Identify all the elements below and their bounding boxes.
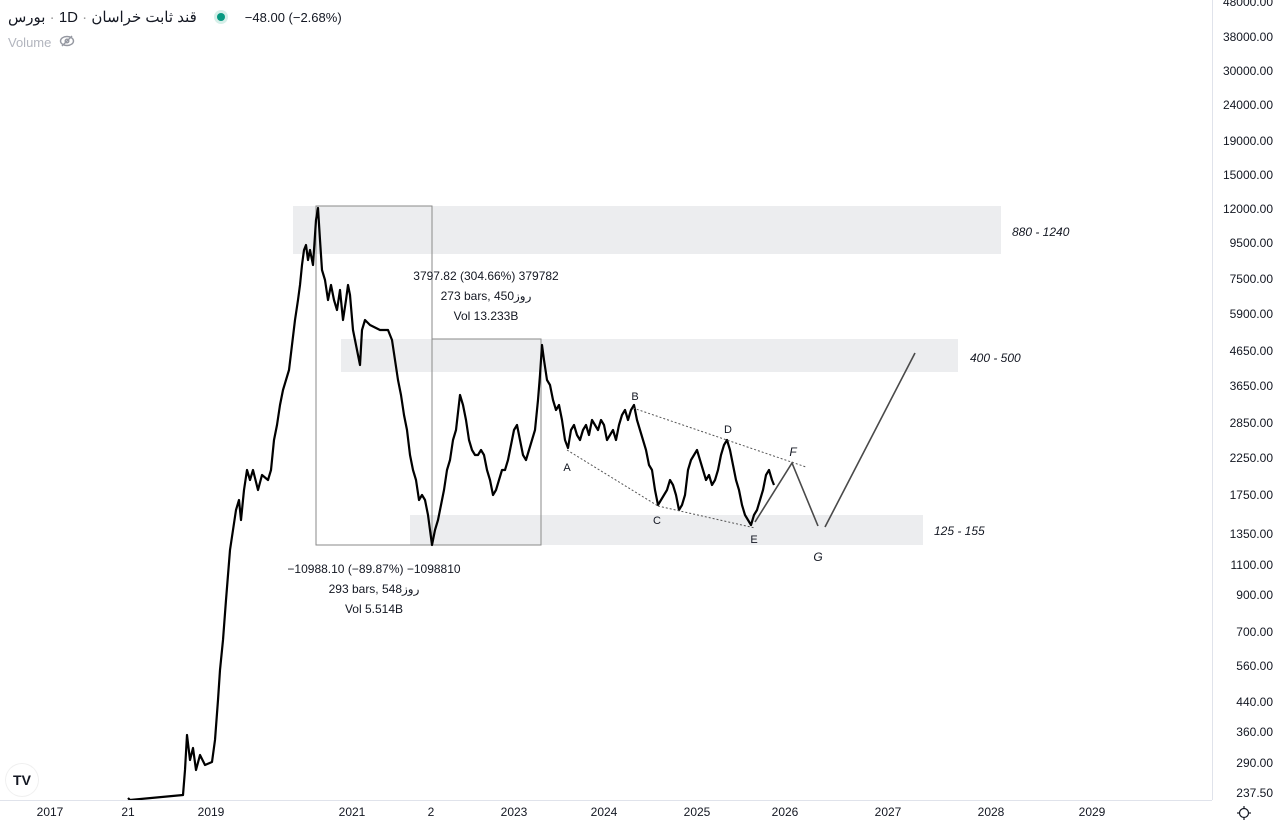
zone-label-880-1240: 880 - 1240 bbox=[1012, 225, 1070, 239]
wave-label-f: F bbox=[789, 445, 797, 459]
time-tick: 2026 bbox=[771, 805, 799, 819]
time-tick: 2019 bbox=[197, 805, 225, 819]
price-tick: 48000.00 bbox=[1222, 0, 1273, 9]
time-tick: 2027 bbox=[874, 805, 902, 819]
lower-trendline-ac[interactable] bbox=[566, 449, 659, 507]
time-tick: 2028 bbox=[977, 805, 1005, 819]
wave-label-a: A bbox=[563, 462, 571, 474]
measure-down-box[interactable] bbox=[315, 205, 433, 546]
time-tick: 2017 bbox=[36, 805, 64, 819]
price-tick: 1350.00 bbox=[1229, 527, 1273, 541]
wave-label-e: E bbox=[750, 534, 757, 546]
svg-text:−10988.10 (−89.87%) −1098810: −10988.10 (−89.87%) −1098810 bbox=[287, 562, 460, 576]
chart-legend: قند ثابت خراسان · 1D · بورس −48.00 (−2.6… bbox=[8, 8, 342, 26]
zone-125-155[interactable] bbox=[410, 515, 923, 545]
price-axis[interactable]: 48000.00 38000.00 30000.00 24000.00 1900… bbox=[1212, 0, 1280, 800]
symbol-name: قند ثابت خراسان bbox=[91, 9, 197, 26]
wave-label-c: C bbox=[653, 515, 661, 527]
tradingview-logo[interactable]: TV bbox=[6, 764, 38, 796]
price-change: −48.00 (−2.68%) bbox=[244, 9, 342, 25]
time-tick: 2025 bbox=[683, 805, 711, 819]
measure-down-label: −10988.10 (−89.87%) −1098810 293 bars, 5… bbox=[287, 562, 460, 616]
price-tick: 5900.00 bbox=[1229, 307, 1273, 321]
price-chart-svg: 3797.82 (304.66%) 379782 273 bars, 450رو… bbox=[127, 205, 1070, 802]
gear-icon[interactable] bbox=[1236, 805, 1252, 825]
projection-path[interactable] bbox=[754, 461, 819, 527]
price-tick: 700.00 bbox=[1236, 625, 1273, 639]
lower-trendline-ce[interactable] bbox=[657, 505, 756, 529]
time-tick: 21 bbox=[121, 805, 135, 819]
projection-target-path[interactable] bbox=[824, 352, 916, 528]
svg-text:Vol 13.233B: Vol 13.233B bbox=[454, 309, 519, 323]
svg-text:Vol 5.514B: Vol 5.514B bbox=[345, 602, 403, 616]
price-tick: 3650.00 bbox=[1229, 379, 1273, 393]
upper-trendline[interactable] bbox=[632, 407, 807, 468]
zone-label-125-155: 125 - 155 bbox=[934, 524, 985, 538]
price-tick: 560.00 bbox=[1236, 659, 1273, 673]
svg-text:273 bars, 450روز: 273 bars, 450روز bbox=[441, 289, 532, 303]
measure-up-label: 3797.82 (304.66%) 379782 273 bars, 450رو… bbox=[413, 269, 559, 323]
time-tick: 2 bbox=[427, 805, 435, 819]
price-tick: 1750.00 bbox=[1229, 488, 1273, 502]
exchange-label: بورس bbox=[8, 9, 46, 26]
price-tick: 900.00 bbox=[1236, 588, 1273, 602]
volume-label: Volume bbox=[8, 35, 52, 50]
svg-text:3797.82 (304.66%) 379782: 3797.82 (304.66%) 379782 bbox=[413, 269, 559, 283]
time-tick: 2029 bbox=[1078, 805, 1106, 819]
price-tick: 38000.00 bbox=[1222, 30, 1273, 44]
price-tick: 1100.00 bbox=[1230, 558, 1274, 572]
price-tick: 237.50 bbox=[1236, 786, 1273, 800]
price-tick: 360.00 bbox=[1236, 725, 1273, 739]
price-tick: 30000.00 bbox=[1222, 64, 1273, 78]
time-tick: 2021 bbox=[338, 805, 366, 819]
price-tick: 440.00 bbox=[1236, 695, 1273, 709]
market-status-dot-icon bbox=[216, 13, 225, 21]
price-series bbox=[127, 206, 776, 802]
price-tick: 24000.00 bbox=[1222, 98, 1273, 112]
price-tick: 9500.00 bbox=[1229, 236, 1273, 250]
price-tick: 2850.00 bbox=[1229, 416, 1273, 430]
price-tick: 15000.00 bbox=[1222, 168, 1273, 182]
zone-880-1240[interactable] bbox=[293, 206, 1001, 254]
time-tick: 2024 bbox=[590, 805, 618, 819]
price-tick: 19000.00 bbox=[1222, 134, 1273, 148]
zone-label-400-500: 400 - 500 bbox=[970, 351, 1021, 365]
price-tick: 4650.00 bbox=[1229, 344, 1273, 358]
svg-text:293 bars, 548روز: 293 bars, 548روز bbox=[329, 582, 420, 596]
wave-label-g: G bbox=[813, 550, 822, 564]
zone-400-500[interactable] bbox=[341, 339, 958, 372]
wave-label-b: B bbox=[631, 391, 638, 403]
measure-up-box[interactable] bbox=[431, 338, 542, 546]
time-axis[interactable]: 2017 21 2019 2021 2 2023 2024 2025 2026 … bbox=[0, 800, 1212, 824]
price-tick: 290.00 bbox=[1236, 756, 1273, 770]
time-tick: 2023 bbox=[500, 805, 528, 819]
symbol-title[interactable]: قند ثابت خراسان · 1D · بورس bbox=[8, 9, 197, 26]
eye-off-icon[interactable] bbox=[59, 35, 75, 50]
volume-legend[interactable]: Volume bbox=[8, 35, 75, 50]
price-tick: 2250.00 bbox=[1229, 451, 1273, 465]
wave-label-d: D bbox=[724, 424, 732, 436]
chart-pane[interactable]: 3797.82 (304.66%) 379782 273 bars, 450رو… bbox=[0, 0, 1212, 802]
price-tick: 12000.00 bbox=[1222, 202, 1273, 216]
price-tick: 7500.00 bbox=[1229, 272, 1273, 286]
interval-label: 1D bbox=[58, 9, 79, 26]
